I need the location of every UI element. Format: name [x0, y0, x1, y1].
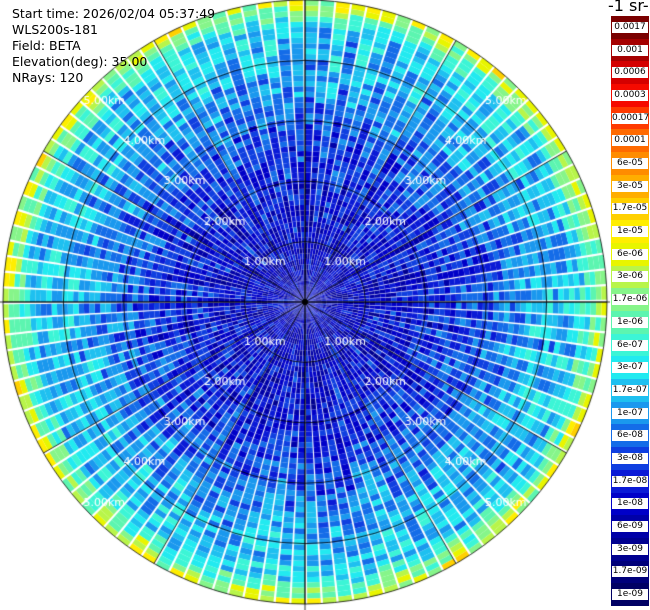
colorbar-tick-label: 1e-06 — [612, 316, 648, 328]
colorbar-tick-label: 1.7e-07 — [612, 384, 648, 396]
colorbar-tick-label: 3e-08 — [612, 453, 648, 464]
colorbar-tick-label: 3e-05 — [612, 180, 648, 192]
colorbar-tick-label: 1e-08 — [612, 498, 648, 510]
colorbar-tick-label: 1.7e-08 — [612, 475, 648, 487]
colorbar-tick-label: 0.0006 — [612, 67, 648, 79]
colorbar-tick-label: 1.7e-05 — [612, 203, 648, 215]
colorbar-tick-label: 0.0001 — [612, 135, 648, 147]
colorbar-tick-label: 1e-07 — [612, 407, 648, 419]
colorbar-tick-label: 1e-09 — [612, 589, 648, 601]
colorbar-tick-label: 6e-08 — [612, 430, 648, 442]
colorbar-tick-label: 3e-06 — [612, 271, 648, 283]
colorbar-tick-label: 0.0017 — [612, 21, 648, 33]
field-label: Field: BETA — [12, 38, 81, 53]
colorbar-tick-label: 0.00017 — [612, 112, 650, 124]
colorbar-tick-label: 1.7e-09 — [612, 566, 648, 578]
colorbar-tick-label: 3e-09 — [612, 543, 648, 555]
colorbar-tick-label: 3e-07 — [612, 362, 648, 374]
colorbar: 0.0017 0.001 0.0006 0.0003 0.00017 0.0001 6e-0… — [611, 16, 650, 607]
colorbar-tick-label: 6e-09 — [612, 521, 648, 533]
colorbar-tick-label: 0.0003 — [612, 89, 648, 101]
nrays-label: NRays: 120 — [12, 70, 84, 85]
colorbar-tick-label: 6e-07 — [612, 339, 648, 351]
colorbar-tick-label: 1.7e-06 — [612, 294, 648, 306]
colorbar-tick-label: 1e-05 — [612, 226, 648, 238]
colorbar-tick-label: 6e-05 — [612, 158, 648, 169]
colorbar-tick-label: 6e-06 — [612, 248, 648, 260]
elevation-label: Elevation(deg): 35.00 — [12, 54, 148, 69]
colorbar-tick-label: 0.001 — [612, 44, 648, 56]
instrument-label: WLS200s-181 — [12, 22, 98, 37]
start-time-label: Start time: 2026/02/04 05:37:49 — [12, 6, 216, 21]
colorbar-title: -1 sr-1 — [608, 0, 650, 15]
